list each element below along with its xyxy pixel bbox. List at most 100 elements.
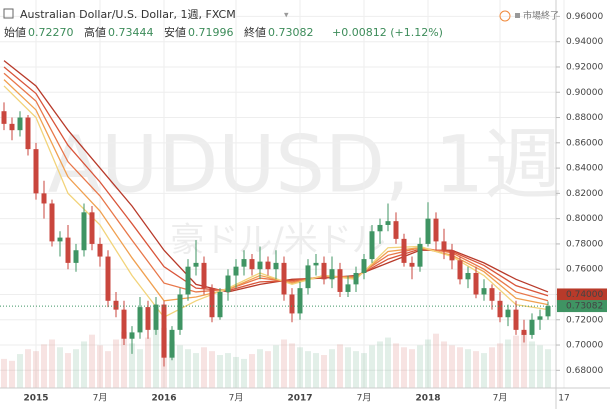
x-tick-label: 7月 — [357, 393, 372, 404]
ribbon-price-box — [557, 288, 607, 301]
volume-bar — [257, 349, 263, 388]
volume-bar — [25, 349, 31, 388]
axes: 0.96000 0.94000 0.92000 0.90000 0.88000 0.860… — [23, 12, 607, 404]
volume-bar — [17, 354, 23, 388]
candle-body — [241, 259, 247, 267]
candle-body — [313, 262, 319, 266]
volume-bar — [193, 353, 199, 388]
dropdown[interactable]: ▾ — [284, 11, 289, 21]
change: +0.00812 (+1.12%) — [332, 26, 443, 39]
watermark-name: 豪ドル/米ドル — [170, 221, 385, 261]
last-price-box — [557, 300, 607, 313]
candle-body — [321, 262, 327, 280]
candle-body — [73, 250, 79, 263]
candle-body — [337, 269, 343, 292]
volume-bar — [361, 353, 367, 388]
candle-body — [529, 319, 535, 335]
volume-bar — [233, 356, 239, 388]
volume-bar — [425, 339, 431, 388]
candle-body — [41, 193, 47, 204]
volume-bar — [393, 343, 399, 388]
volume-bar — [273, 345, 279, 388]
low-label: 安値 — [164, 25, 186, 39]
open-label: 始値 — [4, 25, 26, 39]
volume-bar — [217, 355, 223, 388]
x-tick-label: 2015 — [23, 394, 48, 404]
candle-body — [49, 203, 55, 242]
candle-body — [89, 212, 95, 244]
volume-bar — [177, 345, 183, 388]
market-status: 市場終了 — [523, 10, 559, 22]
ohlc-legend: 始値 0.72270 高値 0.73444 安値 0.71996 終値 0.73… — [4, 25, 443, 39]
volume-bar — [289, 343, 295, 388]
volume-bar — [129, 343, 135, 388]
candle-body — [289, 294, 295, 314]
candle-body — [345, 284, 351, 292]
high-value: 0.73444 — [108, 26, 154, 39]
x-tick-label: 7月 — [229, 393, 244, 404]
volume-bar — [169, 341, 175, 388]
candle-body — [1, 111, 7, 124]
volume-bar — [305, 351, 311, 388]
status-dot — [515, 13, 520, 18]
menu-icon[interactable] — [3, 8, 14, 19]
candle-body — [449, 250, 455, 261]
volume-bar — [281, 339, 287, 388]
candle-body — [409, 262, 415, 267]
volume-bar — [473, 351, 479, 388]
last-price-label: 0.73082 — [566, 302, 603, 312]
y-tick-label: 0.68000 — [566, 366, 603, 376]
volume-bar — [113, 339, 119, 388]
candle-body — [401, 238, 407, 263]
candle-body — [513, 309, 519, 330]
volume-bar — [209, 351, 215, 388]
volume-bar — [41, 344, 47, 388]
candle-body — [457, 260, 463, 280]
low-value: 0.71996 — [188, 26, 234, 39]
candle-body — [369, 231, 375, 260]
status-icon[interactable] — [499, 10, 511, 22]
candle-body — [329, 269, 335, 280]
candle-body — [537, 316, 543, 320]
x-tick-label: 7月 — [93, 393, 108, 404]
candle-body — [217, 291, 223, 318]
volume-bar — [489, 347, 495, 388]
y-tick-label: 0.96000 — [566, 12, 603, 22]
x-tick-label: 7月 — [493, 393, 508, 404]
volume-bar — [265, 351, 271, 388]
volume-bar — [145, 337, 151, 388]
candle-body — [169, 329, 175, 358]
volume-bar — [121, 331, 127, 388]
volume-bar — [241, 358, 247, 388]
candle-body — [305, 265, 311, 289]
candle-body — [425, 218, 431, 244]
volume-bar — [137, 349, 143, 388]
candle-body — [273, 262, 279, 270]
candle-body — [481, 288, 487, 295]
y-tick-label: 0.90000 — [566, 88, 603, 98]
y-tick-label: 0.84000 — [566, 164, 603, 174]
volume-bar — [385, 337, 391, 388]
x-tick-label: 2018 — [415, 394, 440, 404]
volume-bar — [545, 349, 551, 388]
candle-body — [161, 304, 167, 358]
candle-body — [145, 307, 151, 330]
candle-body — [257, 261, 263, 270]
volume-bar — [185, 349, 191, 388]
candle-body — [393, 221, 399, 239]
symbol[interactable]: Australian Dollar/U.S. Dollar, 1週, FXCM — [20, 8, 236, 21]
ribbon-price-label: 0.74000 — [566, 290, 603, 300]
y-tick-label: 0.94000 — [566, 37, 603, 47]
candle-body — [417, 243, 423, 267]
candle-body — [81, 212, 87, 251]
volume-bar — [65, 353, 71, 388]
volume-bar — [449, 345, 455, 388]
open-value: 0.72270 — [28, 26, 74, 39]
volume-bar — [417, 345, 423, 388]
candle-body — [9, 123, 15, 131]
y-tick-label: 0.82000 — [566, 189, 603, 199]
y-tick-label: 0.76000 — [566, 265, 603, 275]
volume-bar — [433, 333, 439, 388]
